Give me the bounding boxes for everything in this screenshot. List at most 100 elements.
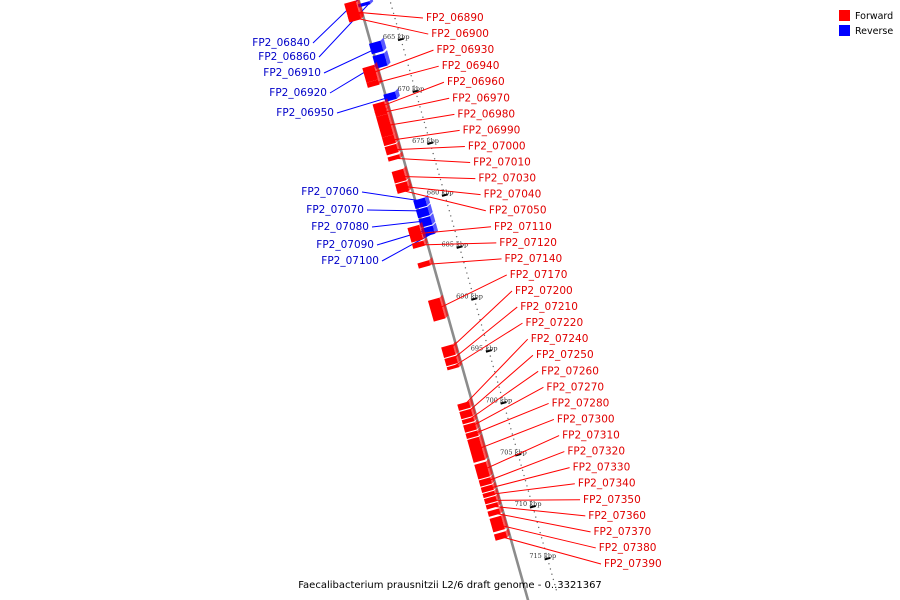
scale-dot	[452, 225, 455, 227]
gene-label[interactable]: FP2_06960	[447, 76, 505, 88]
forward-gene[interactable]: FP2_07310	[474, 430, 620, 480]
gene-label[interactable]: FP2_07090	[316, 239, 374, 251]
gene-label[interactable]: FP2_07390	[604, 558, 662, 570]
forward-gene[interactable]: FP2_06930	[362, 44, 494, 83]
forward-gene[interactable]: FP2_07260	[461, 365, 599, 425]
forward-gene[interactable]: FP2_07300	[467, 413, 615, 463]
gene-label[interactable]: FP2_07110	[494, 221, 552, 233]
forward-gene[interactable]: FP2_07110	[407, 221, 552, 243]
gene-label[interactable]: FP2_07370	[594, 526, 652, 538]
scale-dot	[466, 272, 468, 274]
gene-label[interactable]: FP2_07120	[499, 237, 557, 249]
forward-gene[interactable]: FP2_07380	[489, 512, 657, 554]
gene-label[interactable]: FP2_07270	[546, 381, 604, 393]
forward-gene[interactable]: FP2_07000	[384, 140, 526, 156]
forward-gene[interactable]: FP2_07140	[417, 253, 562, 269]
scale-dot	[492, 365, 494, 368]
forward-gene[interactable]: FP2_07320	[478, 446, 625, 487]
forward-gene[interactable]: FP2_07280	[465, 397, 609, 439]
gene-label[interactable]: FP2_07010	[473, 157, 531, 169]
forward-gene[interactable]: FP2_07340	[482, 478, 636, 499]
gene-block[interactable]	[415, 206, 430, 219]
gene-label[interactable]: FP2_07340	[578, 478, 636, 490]
forward-gene[interactable]: FP2_07030	[391, 165, 536, 185]
forward-gene[interactable]: FP2_07170	[427, 269, 568, 322]
gene-label[interactable]: FP2_06990	[463, 124, 521, 136]
gene-block[interactable]	[368, 40, 384, 55]
gene-label[interactable]: FP2_06940	[442, 60, 500, 72]
gene-label[interactable]: FP2_07380	[599, 542, 657, 554]
forward-gene[interactable]: FP2_06970	[374, 92, 510, 118]
scale-dot	[499, 391, 502, 394]
gene-label[interactable]: FP2_07280	[552, 397, 610, 409]
scale-dot	[521, 469, 524, 472]
gene-label[interactable]: FP2_06910	[263, 67, 321, 79]
gene-label[interactable]: FP2_07050	[489, 205, 547, 217]
gene-label[interactable]: FP2_06950	[276, 107, 334, 119]
forward-gene[interactable]: FP2_06940	[366, 60, 499, 88]
forward-gene[interactable]: FP2_06980	[376, 108, 515, 138]
reverse-gene[interactable]: FP2_07070	[306, 203, 433, 219]
gene-label[interactable]: FP2_07040	[484, 189, 542, 201]
gene-label[interactable]: FP2_06970	[452, 92, 510, 104]
gene-block[interactable]	[493, 531, 508, 541]
gene-label[interactable]: FP2_07210	[520, 301, 578, 313]
gene-label[interactable]: FP2_06980	[457, 108, 515, 120]
gene-label[interactable]: FP2_06840	[252, 37, 310, 49]
gene-label[interactable]: FP2_07000	[468, 140, 526, 152]
gene-label[interactable]: FP2_07360	[588, 510, 646, 522]
forward-gene[interactable]: FP2_07370	[487, 505, 652, 538]
gene-label[interactable]: FP2_07140	[505, 253, 563, 265]
gene-label[interactable]: FP2_06930	[436, 44, 494, 56]
forward-gene[interactable]: FP2_07040	[395, 178, 542, 201]
forward-gene[interactable]: FP2_07390	[493, 528, 662, 570]
reverse-gene[interactable]: FP2_06860	[258, 0, 374, 63]
gene-label[interactable]: FP2_07080	[311, 221, 369, 233]
gene-label[interactable]: FP2_06900	[431, 28, 489, 40]
gene-label[interactable]: FP2_06890	[426, 12, 484, 24]
scale-tick	[529, 504, 536, 509]
gene-label[interactable]: FP2_07330	[573, 462, 631, 474]
forward-gene[interactable]: FP2_07220	[446, 317, 583, 371]
forward-gene[interactable]: FP2_07050	[396, 183, 547, 217]
scale-dot	[485, 339, 487, 342]
gene-label[interactable]: FP2_07320	[567, 446, 625, 458]
reverse-gene[interactable]: FP2_06910	[263, 37, 387, 79]
gene-block[interactable]	[457, 401, 471, 411]
forward-gene[interactable]: FP2_06900	[347, 10, 489, 40]
forward-gene[interactable]: FP2_07360	[485, 499, 646, 522]
forward-gene[interactable]: FP2_07330	[480, 462, 631, 493]
forward-gene[interactable]: FP2_07240	[457, 333, 588, 411]
gene-label[interactable]: FP2_07220	[525, 317, 583, 329]
reverse-gene[interactable]: FP2_06840	[252, 0, 370, 49]
forward-gene[interactable]: FP2_07200	[441, 285, 573, 358]
gene-label[interactable]: FP2_07350	[583, 494, 641, 506]
gene-label[interactable]: FP2_07100	[321, 255, 379, 267]
forward-gene[interactable]: FP2_06960	[372, 76, 505, 113]
gene-label[interactable]: FP2_07030	[478, 173, 536, 185]
gene-label[interactable]: FP2_07310	[562, 430, 620, 442]
gene-label[interactable]: FP2_07070	[306, 204, 364, 216]
reverse-gene[interactable]: FP2_07060	[301, 186, 431, 210]
gene-label[interactable]: FP2_07200	[515, 285, 573, 297]
forward-gene[interactable]: FP2_07120	[411, 237, 557, 249]
gene-label[interactable]: FP2_07060	[301, 186, 359, 198]
gene-label[interactable]: FP2_06920	[269, 87, 327, 99]
gene-label[interactable]: FP2_07300	[557, 413, 615, 425]
gene-leader-line	[491, 505, 586, 517]
forward-gene[interactable]: FP2_06990	[381, 124, 521, 147]
forward-gene[interactable]: FP2_07010	[387, 151, 531, 169]
scale-dot	[483, 334, 486, 337]
forward-gene[interactable]: FP2_07350	[483, 492, 641, 506]
gene-label[interactable]: FP2_07240	[531, 333, 589, 345]
gene-label[interactable]: FP2_06860	[258, 51, 316, 63]
gene-label[interactable]: FP2_07260	[541, 365, 599, 377]
scale-dot	[491, 360, 493, 362]
scale-dot	[507, 417, 509, 420]
forward-gene[interactable]: FP2_07250	[459, 349, 594, 420]
forward-gene[interactable]: FP2_07270	[463, 381, 604, 433]
forward-gene[interactable]: FP2_07210	[444, 301, 578, 367]
gene-label[interactable]: FP2_07250	[536, 349, 594, 361]
gene-shade	[501, 512, 508, 530]
gene-label[interactable]: FP2_07170	[510, 269, 568, 281]
